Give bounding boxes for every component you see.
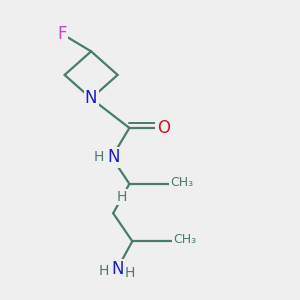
Text: H: H <box>99 264 109 278</box>
Text: N: N <box>107 148 119 166</box>
Text: H: H <box>93 150 104 164</box>
Text: CH₃: CH₃ <box>170 176 193 189</box>
Text: O: O <box>157 119 170 137</box>
Text: N: N <box>111 260 124 278</box>
Text: H: H <box>117 190 127 204</box>
Text: H: H <box>125 266 136 280</box>
Text: F: F <box>57 25 66 43</box>
Text: N: N <box>85 89 98 107</box>
Text: CH₃: CH₃ <box>173 233 196 246</box>
